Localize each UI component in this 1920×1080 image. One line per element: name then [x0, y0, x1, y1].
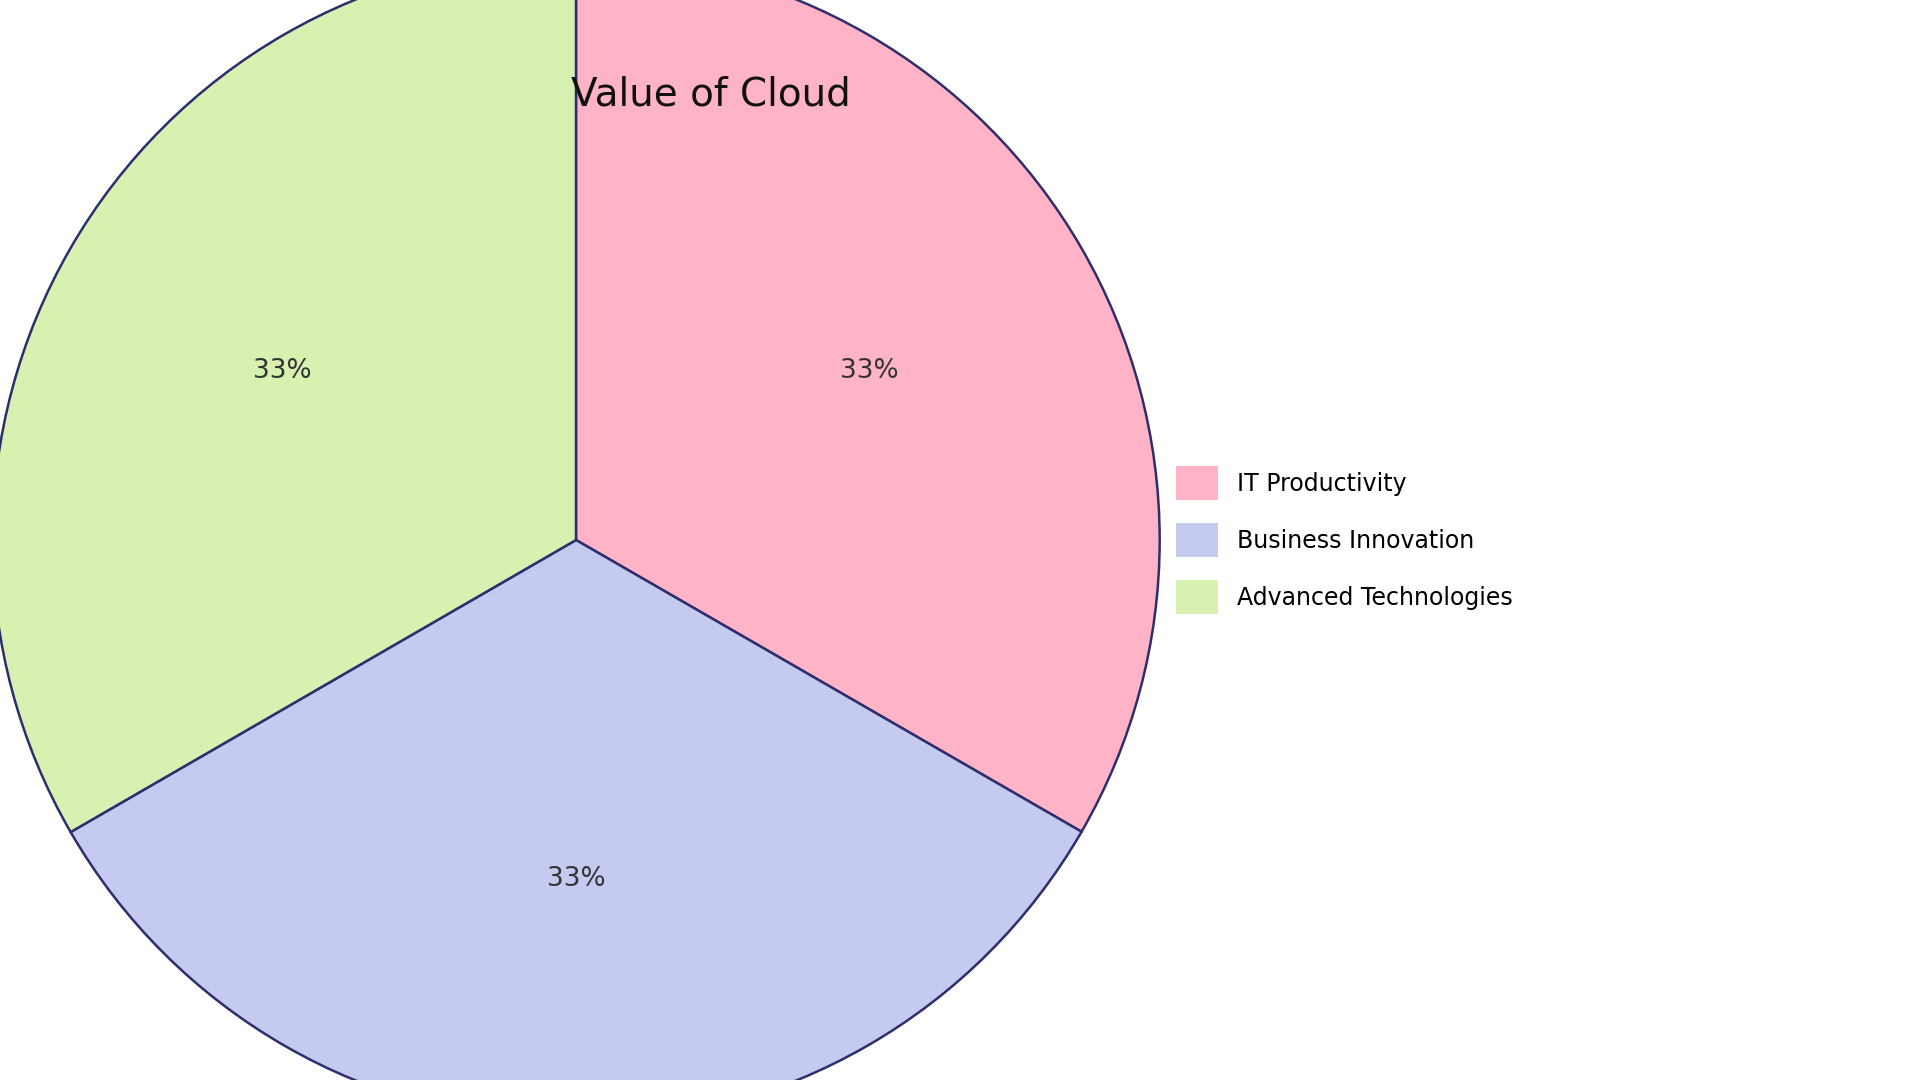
- Text: 33%: 33%: [839, 357, 899, 383]
- Wedge shape: [71, 540, 1081, 1080]
- Wedge shape: [0, 0, 576, 832]
- Text: 33%: 33%: [547, 865, 605, 891]
- Text: 33%: 33%: [253, 357, 313, 383]
- Text: Value of Cloud: Value of Cloud: [570, 76, 851, 113]
- Legend: IT Productivity, Business Innovation, Advanced Technologies: IT Productivity, Business Innovation, Ad…: [1164, 455, 1524, 625]
- Wedge shape: [576, 0, 1160, 832]
